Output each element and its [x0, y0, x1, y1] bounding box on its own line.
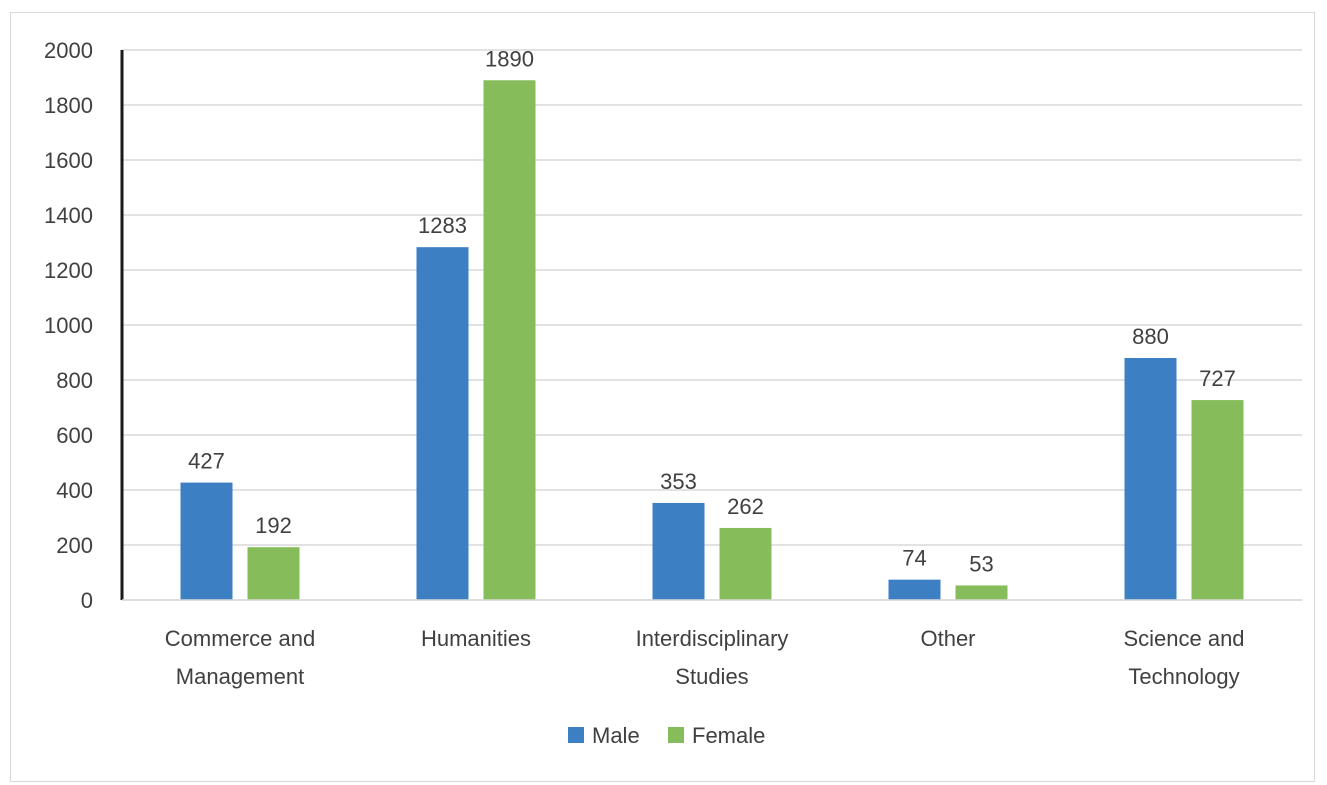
- legend-label-male: Male: [592, 723, 640, 748]
- data-label: 74: [902, 546, 926, 571]
- x-tick-label: Interdisciplinary: [636, 626, 789, 651]
- data-label: 53: [969, 551, 993, 576]
- bar-female: [483, 80, 536, 600]
- y-tick-label: 1200: [44, 258, 93, 283]
- y-tick-label: 0: [81, 588, 93, 613]
- legend-swatch-female: [668, 727, 684, 743]
- bar-male: [652, 502, 705, 600]
- bar-male: [416, 247, 469, 601]
- data-label: 262: [727, 494, 764, 519]
- x-tick-label: Humanities: [421, 626, 531, 651]
- data-label: 1283: [418, 213, 467, 238]
- chart-frame: [10, 12, 1315, 782]
- bar-male: [180, 482, 233, 600]
- bar-female: [955, 585, 1008, 600]
- bar-female: [247, 547, 300, 600]
- bar-female: [719, 527, 772, 600]
- x-tick-label: Commerce and: [165, 626, 315, 651]
- y-tick-label: 2000: [44, 38, 93, 63]
- x-tick-label: Management: [176, 664, 304, 689]
- data-label: 1890: [485, 46, 534, 71]
- legend-swatch-male: [568, 727, 584, 743]
- bar-male: [1124, 358, 1177, 600]
- data-label: 880: [1132, 324, 1169, 349]
- y-tick-label: 200: [56, 533, 93, 558]
- y-tick-label: 800: [56, 368, 93, 393]
- y-tick-label: 1800: [44, 93, 93, 118]
- bar-male: [888, 579, 941, 600]
- x-tick-label: Other: [920, 626, 975, 651]
- y-tick-label: 1000: [44, 313, 93, 338]
- bar-female: [1191, 400, 1244, 600]
- y-tick-label: 1400: [44, 203, 93, 228]
- data-label: 353: [660, 469, 697, 494]
- legend-label-female: Female: [692, 723, 765, 748]
- x-tick-label: Studies: [675, 664, 748, 689]
- data-label: 727: [1199, 366, 1236, 391]
- data-label: 427: [188, 449, 225, 474]
- x-tick-label: Science and: [1123, 626, 1244, 651]
- y-tick-label: 600: [56, 423, 93, 448]
- x-tick-label: Technology: [1128, 664, 1239, 689]
- data-label: 192: [255, 513, 292, 538]
- y-tick-label: 1600: [44, 148, 93, 173]
- y-tick-label: 400: [56, 478, 93, 503]
